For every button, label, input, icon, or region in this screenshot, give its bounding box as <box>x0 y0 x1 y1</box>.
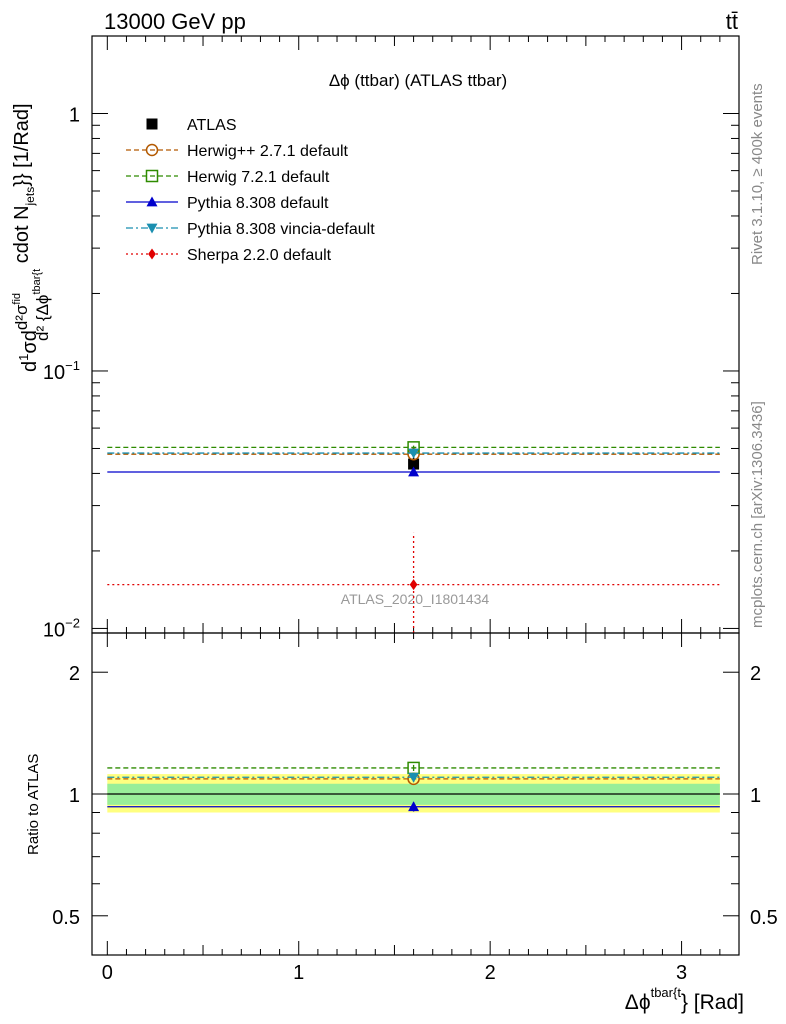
legend-label: Pythia 8.308 vincia-default <box>187 221 375 238</box>
legend-marker <box>146 223 158 234</box>
x-axis-ticks: 0 1 2 3 <box>102 633 721 984</box>
ratio-y-axis-label: Ratio to ATLAS <box>25 754 42 855</box>
y-tick-label: 10−2 <box>43 615 80 641</box>
ratio-y-tick-label-right: 0.5 <box>750 907 778 929</box>
ratio-series-pythia-8-308-default <box>107 801 720 812</box>
legend-entry-herwig-7-2-1-default: Herwig 7.2.1 default <box>126 169 330 186</box>
main-y-axis-label: d1σdd²σfid d² {Δϕtbar{t cdot Njets}} [1/R… <box>11 103 52 372</box>
x-axis-label: Δϕtbar{t} [Rad] <box>625 985 744 1014</box>
ratio-series-group <box>107 761 720 812</box>
ratio-data-point <box>408 772 420 783</box>
legend-marker <box>146 196 158 207</box>
legend-entry-pythia-8-308-default: Pythia 8.308 default <box>126 195 329 212</box>
legend-label: Sherpa 2.2.0 default <box>187 247 332 264</box>
rivet-version-label: Rivet 3.1.10, ≥ 400k events <box>749 83 766 265</box>
legend-marker <box>145 143 159 157</box>
ratio-y-tick-label-right: 2 <box>750 663 761 685</box>
x-tick-label: 0 <box>102 962 113 984</box>
legend-entry-atlas: ATLAS <box>146 117 237 134</box>
data-point <box>408 458 420 470</box>
legend-label: Herwig 7.2.1 default <box>187 169 330 186</box>
legend-label: Herwig++ 2.7.1 default <box>187 143 349 160</box>
x-tick-label: 1 <box>293 962 304 984</box>
legend-marker <box>148 248 156 260</box>
data-point <box>409 579 418 591</box>
ratio-y-tick-label-right: 1 <box>750 785 761 807</box>
main-y-ticks: 1 10−1 10−2 <box>43 35 739 641</box>
ratio-series-pythia-8-308-vincia-default <box>107 772 720 783</box>
x-tick-label: 3 <box>676 962 687 984</box>
legend: ATLAS Herwig++ 2.7.1 default Herwig 7.2.1 … <box>126 117 375 264</box>
legend-label: Pythia 8.308 default <box>187 195 329 212</box>
ratio-y-tick-label-left: 0.5 <box>52 907 80 929</box>
collision-energy-label: 13000 GeV pp <box>104 9 246 34</box>
series-sherpa-2-2-0-default <box>107 532 720 633</box>
series-pythia-8-308-default <box>107 466 720 477</box>
x-tick-label: 2 <box>485 962 496 984</box>
ratio-y-tick-label-left: 1 <box>69 785 80 807</box>
ratio-panel: 0.5 0.5 1 1 2 2 0 1 2 3 Ratio to ATLAS Δϕtbar{t}… <box>25 632 778 1014</box>
main-series-group <box>107 441 720 633</box>
mcplots-source-label: mcplots.cern.ch [arXiv:1306.3436] <box>749 401 766 628</box>
main-panel: Δϕ (ttbar) (ATLAS ttbar) ATLAS_2020_I180… <box>11 35 740 641</box>
series-pythia-8-308-vincia-default <box>107 448 720 459</box>
y-tick-label: 10−1 <box>43 358 80 384</box>
legend-marker <box>145 169 159 183</box>
ratio-data-point <box>408 801 420 812</box>
ratio-series-herwig-7-2-1-default <box>107 761 720 775</box>
legend-entry-sherpa-2-2-0-default: Sherpa 2.2.0 default <box>126 247 332 264</box>
legend-entry-pythia-8-308-vincia-default: Pythia 8.308 vincia-default <box>126 221 375 238</box>
data-point <box>408 466 420 477</box>
process-label: tt̄ <box>726 9 738 34</box>
analysis-id-label: ATLAS_2020_I1801434 <box>341 591 490 607</box>
data-point <box>408 448 420 459</box>
legend-entry-herwig-2-7-1-default: Herwig++ 2.7.1 default <box>126 143 349 160</box>
y-tick-label: 1 <box>69 105 80 127</box>
ratio-y-ticks: 0.5 0.5 1 1 2 2 <box>52 663 778 956</box>
legend-marker <box>146 118 158 130</box>
ratio-y-tick-label-left: 2 <box>69 663 80 685</box>
main-plot-title: Δϕ (ttbar) (ATLAS ttbar) <box>329 71 507 90</box>
legend-label: ATLAS <box>187 117 237 134</box>
